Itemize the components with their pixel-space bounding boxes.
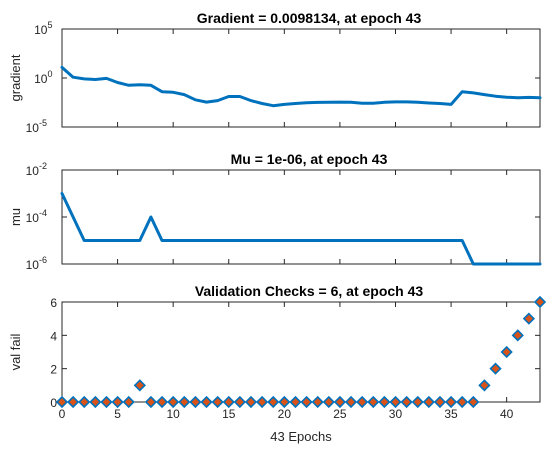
x-tick-label: 0 [59,407,66,421]
val-fail-marker [344,395,358,409]
mu-series-line [60,192,542,266]
x-tick-label: 25 [333,407,347,421]
val-fail-marker [144,395,158,409]
val-fail-marker [433,395,447,409]
y-tick-label: 10-5 [26,118,47,135]
y-axis-label: mu [8,208,23,226]
val-fail-marker [244,395,258,409]
val-fail-marker [55,395,69,409]
x-tick-label: 40 [500,407,514,421]
y-tick-exponent: 5 [47,20,52,30]
val-fail-marker [422,395,435,409]
val-fail-marker [500,345,513,359]
plot-frame [61,169,541,265]
val-fail-marker [289,395,302,409]
val-fail-marker [255,395,269,409]
y-tick-exponent: -2 [39,161,47,171]
val-fail-marker [356,395,369,409]
y-tick-base: 10 [26,164,40,178]
y-tick-label: 10-6 [26,255,47,272]
val-fail-marker [467,395,480,409]
plot-title: Mu = 1e-06, at epoch 43 [231,151,388,167]
validation-checks-panel: Validation Checks = 6, at epoch 43 val fa… [8,283,547,444]
val-fail-marker [89,395,102,409]
val-fail-marker [111,395,124,409]
val-fail-marker [522,312,536,325]
val-fail-marker [267,395,280,409]
y-tick-label: 0 [50,396,57,410]
val-fail-marker [400,395,413,409]
y-axis-label: gradient [8,54,23,101]
x-axis-label: 43 Epochs [270,429,332,444]
y-tick-label: 10-2 [26,161,47,178]
val-fail-marker [378,395,391,409]
y-tick-exponent: 0 [47,69,52,79]
gradient-panel: Gradient = 0.0098134, at epoch 43 gradien… [8,10,542,135]
val-fail-marker [311,395,324,409]
y-tick-base: 10 [34,72,48,86]
y-tick-label: 100 [34,69,52,86]
x-tick-label: 20 [278,407,292,421]
val-fail-marker [367,395,380,409]
val-fail-marker [333,395,347,409]
val-fail-marker [66,395,80,409]
val-fail-marker [222,395,235,409]
x-tick-label: 5 [114,407,121,421]
val-fail-marker [300,395,313,409]
val-fail-marker [322,395,335,409]
x-tick-label: 15 [222,407,236,421]
val-fail-marker [411,395,424,409]
val-fail-marker [533,295,547,309]
y-tick-label: 2 [50,363,57,377]
x-tick-label: 10 [166,407,180,421]
x-tick-label: 30 [389,407,403,421]
val-fail-marker [155,395,169,409]
y-tick-exponent: -5 [39,118,47,128]
gradient-series-line [60,65,542,108]
val-fail-marker [278,395,291,409]
val-fail-marker [133,379,146,392]
val-fail-marker [389,395,402,409]
val-fail-marker [444,395,458,409]
plot-frame [61,301,541,403]
y-tick-exponent: -6 [39,255,47,265]
y-tick-base: 10 [26,121,40,135]
y-tick-label: 10-4 [26,208,47,225]
val-fail-marker [233,395,246,409]
val-fail-marker [189,395,202,409]
val-fail-marker [100,395,113,409]
y-tick-base: 10 [26,258,40,272]
y-axis-label: val fail [8,333,23,370]
y-tick-base: 10 [34,23,48,37]
plot-title: Gradient = 0.0098134, at epoch 43 [197,10,422,26]
plot-frame [61,28,541,128]
plot-title: Validation Checks = 6, at epoch 43 [195,283,424,299]
y-tick-label: 6 [50,296,57,310]
val-fail-marker [122,395,135,409]
val-fail-marker [211,395,224,409]
y-tick-label: 4 [50,329,57,343]
val-fail-marker [478,379,491,392]
val-fail-marker [167,395,180,409]
val-fail-marker [178,395,191,409]
val-fail-marker [200,395,213,409]
val-fail-marker [456,395,469,409]
val-fail-marker [511,329,524,342]
y-tick-base: 10 [26,211,40,225]
y-tick-exponent: -4 [39,208,47,218]
val-fail-marker [489,362,502,375]
x-tick-label: 35 [444,407,458,421]
y-tick-label: 105 [34,20,52,37]
val-fail-marker [78,395,91,409]
